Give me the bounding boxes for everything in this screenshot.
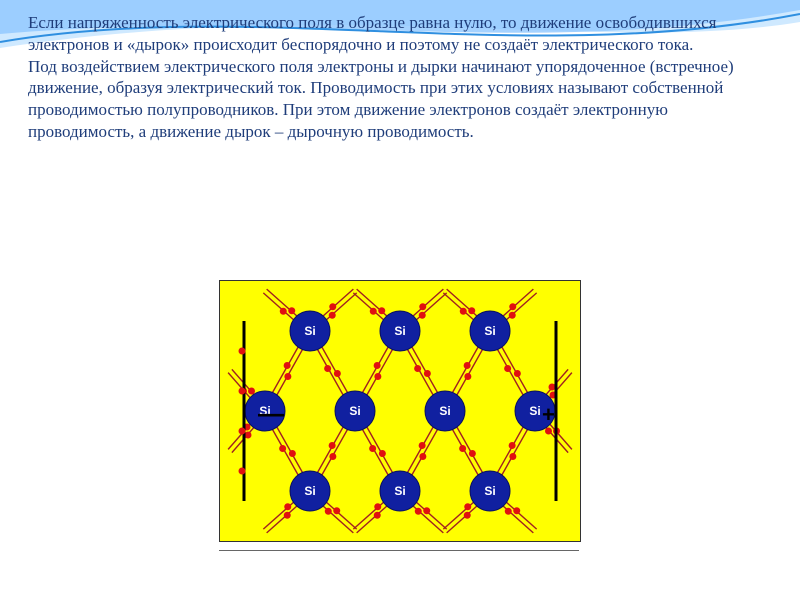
svg-text:—: —: [258, 398, 284, 428]
svg-text:Si: Si: [484, 484, 495, 498]
svg-text:Si: Si: [349, 404, 360, 418]
svg-text:Si: Si: [304, 324, 315, 338]
svg-text:Si: Si: [484, 324, 495, 338]
slide: Если напряженность электрического поля в…: [0, 0, 800, 600]
paragraph-1: Если напряженность электрического поля в…: [28, 12, 772, 56]
paragraph-2: Под воздействием электрического поля эле…: [28, 56, 772, 143]
svg-text:Si: Si: [529, 404, 540, 418]
svg-text:+: +: [542, 402, 555, 427]
svg-text:Si: Si: [394, 484, 405, 498]
svg-text:Si: Si: [394, 324, 405, 338]
figure-underline: [219, 550, 579, 551]
svg-text:Si: Si: [439, 404, 450, 418]
figure-container: SiSiSiSiSiSiSiSiSiSi—+: [219, 280, 581, 551]
silicon-lattice-diagram: SiSiSiSiSiSiSiSiSiSi—+: [219, 280, 581, 542]
svg-text:Si: Si: [304, 484, 315, 498]
body-text: Если напряженность электрического поля в…: [28, 12, 772, 143]
